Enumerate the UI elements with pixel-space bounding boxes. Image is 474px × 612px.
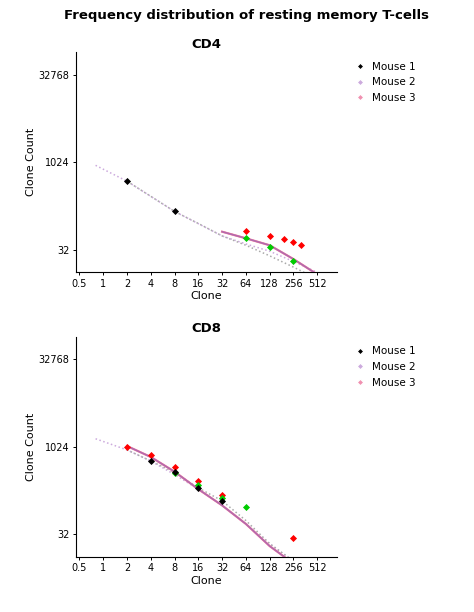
Point: [194, 480, 202, 490]
Point: [242, 226, 250, 236]
Title: CD4: CD4: [191, 38, 221, 51]
Point: [123, 442, 131, 452]
Point: [313, 568, 321, 578]
X-axis label: Clone: Clone: [191, 291, 222, 301]
Point: [194, 476, 202, 486]
Legend: Mouse 1, Mouse 2, Mouse 3: Mouse 1, Mouse 2, Mouse 3: [349, 346, 416, 387]
Point: [219, 496, 226, 506]
Point: [290, 237, 297, 247]
Legend: Mouse 1, Mouse 2, Mouse 3: Mouse 1, Mouse 2, Mouse 3: [349, 62, 416, 103]
Point: [147, 450, 155, 460]
Point: [171, 206, 178, 216]
Title: CD8: CD8: [191, 323, 221, 335]
Point: [219, 493, 226, 502]
Point: [171, 462, 178, 472]
Point: [290, 256, 297, 266]
Point: [194, 483, 202, 493]
Point: [123, 176, 131, 186]
Point: [219, 490, 226, 500]
Point: [290, 532, 297, 542]
Point: [266, 242, 273, 252]
Y-axis label: Clone Count: Clone Count: [26, 412, 36, 481]
Point: [171, 468, 178, 478]
Point: [147, 456, 155, 466]
Y-axis label: Clone Count: Clone Count: [26, 128, 36, 196]
Point: [171, 468, 178, 477]
Point: [280, 234, 287, 244]
Point: [242, 233, 250, 243]
Point: [266, 231, 273, 241]
X-axis label: Clone: Clone: [191, 576, 222, 586]
Point: [242, 502, 250, 512]
Point: [297, 241, 305, 250]
Text: Frequency distribution of resting memory T-cells: Frequency distribution of resting memory…: [64, 9, 429, 22]
